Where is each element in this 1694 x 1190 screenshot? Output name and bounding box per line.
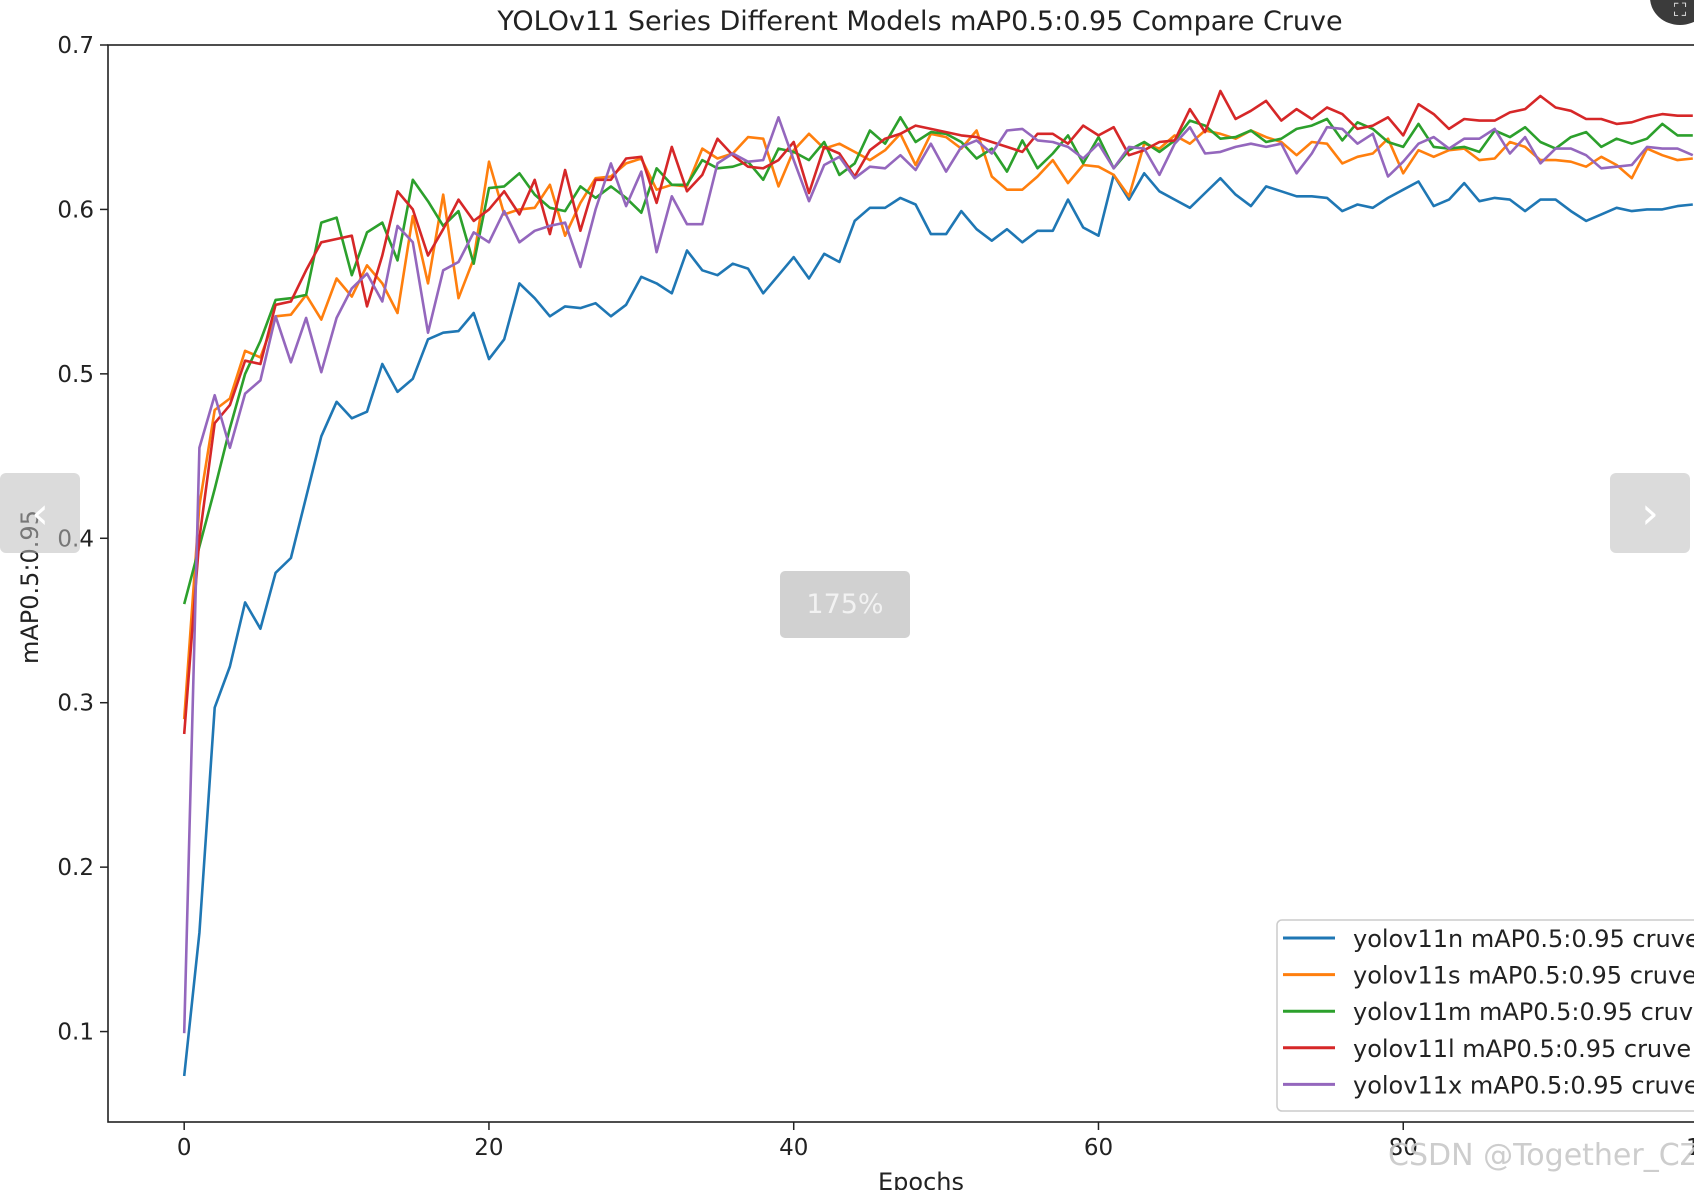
legend: yolov11n mAP0.5:0.95 cruve yolov11s mAP0.… [1276,919,1694,1112]
series-line-1 [182,172,1693,1077]
legend-label: yolov11x mAP0.5:0.95 cruve [1353,1071,1694,1099]
series-line-5 [182,116,1694,1034]
y-tick-label: 0.6 [57,197,94,223]
expand-icon: ⛶ [1673,0,1687,21]
series-line-4 [182,89,1693,735]
prev-image-button[interactable]: ‹ [0,473,80,553]
series-line-3 [182,116,1693,605]
legend-label: yolov11m mAP0.5:0.95 cruve [1353,998,1694,1026]
y-tick-label: 0.3 [57,691,94,717]
legend-label: yolov11s mAP0.5:0.95 cruve [1353,962,1694,990]
x-tick-label: 100 [1686,1135,1694,1161]
series-lines [182,89,1694,1077]
chevron-left-icon: ‹ [31,487,49,539]
x-tick-label: 20 [474,1135,503,1161]
legend-label: yolov11n mAP0.5:0.95 cruve [1353,925,1694,953]
next-image-button[interactable]: › [1610,473,1690,553]
x-axis-label: Epochs [878,1168,964,1190]
chart-title: YOLOv11 Series Different Models mAP0.5:0… [496,6,1342,37]
x-tick-label: 40 [779,1135,808,1161]
y-tick-label: 0.1 [57,1020,94,1046]
plot-frame [107,44,1694,1123]
y-tick-label: 0.7 [57,33,94,59]
legend-items: yolov11n mAP0.5:0.95 cruve yolov11s mAP0.… [1283,925,1694,1099]
y-tick-label: 0.5 [57,362,94,388]
axis-ticks: 0204060801000.10.20.30.40.50.60.7 [57,33,1694,1161]
y-tick-label: 0.2 [57,855,94,881]
chevron-right-icon: › [1641,487,1659,539]
zoom-level-badge: 175% [780,571,910,638]
legend-frame [1276,919,1694,1112]
x-tick-label: 80 [1389,1135,1418,1161]
watermark: CSDN @Together_CZ [1388,1138,1694,1173]
x-tick-label: 0 [177,1135,192,1161]
legend-label: yolov11l mAP0.5:0.95 cruve [1353,1035,1691,1063]
x-tick-label: 60 [1084,1135,1113,1161]
series-line-2 [182,129,1693,720]
